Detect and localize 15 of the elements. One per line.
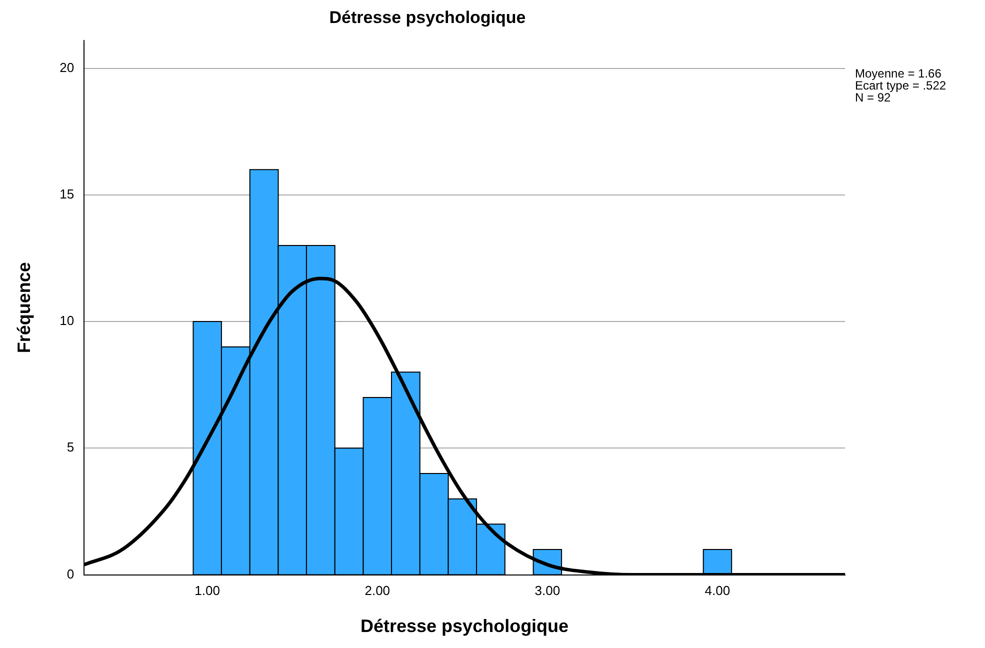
x-tick-label: 3.00 (534, 583, 560, 598)
x-tick-label: 1.00 (194, 583, 220, 598)
text: Ecart type = .522 (855, 78, 946, 93)
y-tick-label: 5 (66, 440, 74, 455)
x-axis-title: Détresse psychologique (360, 616, 569, 636)
text: N = 92 (855, 90, 892, 105)
y-tick-label: 15 (60, 186, 74, 202)
x-tick-label: 2.00 (364, 583, 390, 598)
text: Moyenne = 1.66 (855, 66, 942, 81)
y-tick-label: 0 (66, 566, 74, 582)
chart-title: Détresse psychologique (329, 8, 526, 27)
y-tick-label: 10 (60, 313, 74, 328)
y-axis-title: Fréquence (14, 262, 34, 354)
x-tick-label: 4.00 (704, 583, 730, 598)
y-tick-label: 20 (60, 60, 74, 75)
